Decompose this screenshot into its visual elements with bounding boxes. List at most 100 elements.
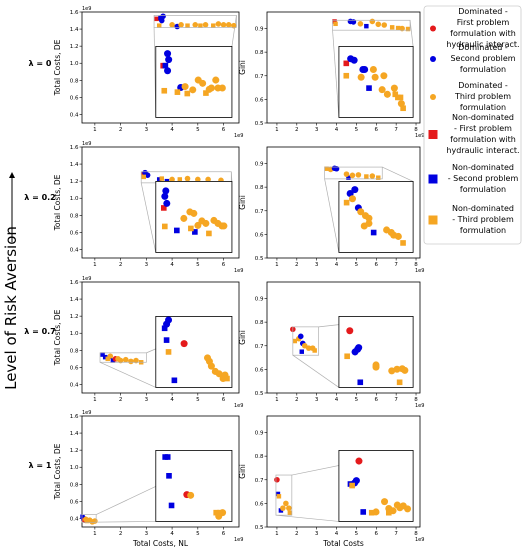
inset-connector [140, 182, 157, 253]
data-point [280, 505, 286, 511]
data-point [100, 352, 105, 357]
y-tick-label: 0.6 [70, 499, 79, 505]
inset-data-point [194, 221, 202, 229]
zoom-region [81, 514, 97, 523]
inset-data-point [217, 509, 223, 516]
inset-data-point [168, 502, 175, 509]
x-tick-label: 7 [394, 531, 398, 537]
x-tick-label: 4 [170, 531, 174, 537]
y-tick-label: 0.8 [70, 348, 79, 354]
legend-marker [428, 130, 438, 139]
inset-points [343, 186, 406, 246]
x-tick-label: 5 [196, 397, 200, 403]
legend-label: formulation [460, 103, 506, 112]
inset-data-point [207, 84, 215, 92]
data-point [278, 508, 284, 513]
x-tick-label: 7 [394, 262, 398, 268]
inset-data-point [397, 94, 404, 101]
x-tick-label: 2 [295, 531, 299, 537]
y-tick-label: 0.5 [255, 525, 264, 531]
x-tick-label: 6 [222, 397, 226, 403]
data-point [275, 491, 281, 497]
x-tick-label: 6 [222, 531, 226, 537]
axes-frame [266, 146, 421, 259]
x-tick-label: 3 [315, 127, 319, 133]
inset-data-point [166, 473, 172, 479]
inset-data-point [165, 56, 173, 64]
inset-data-point [161, 192, 169, 200]
y-axis-label: Gini [238, 464, 247, 479]
data-point [333, 21, 338, 27]
inset-connector [275, 514, 339, 522]
y-tick-label: 0.8 [255, 320, 264, 326]
y-tick-label: 0.9 [255, 431, 264, 437]
inset-points [162, 454, 227, 520]
y-axis-label: Total Costs, DE [53, 39, 62, 96]
data-point [343, 171, 350, 177]
zoom-region [292, 326, 320, 356]
zoom-region [324, 166, 383, 180]
y-exponent-label: 1e9 [82, 6, 91, 12]
inset-data-point [369, 66, 377, 74]
y-tick-label: 0.8 [70, 482, 79, 488]
scatter-points [141, 169, 224, 184]
y-tick-label: 0.6 [255, 367, 264, 373]
data-point [177, 177, 183, 182]
inset-data-point [355, 457, 363, 465]
x-tick-label: 3 [145, 262, 149, 268]
inset-connector [231, 15, 237, 47]
axes-frame [81, 281, 240, 394]
inset-data-point [184, 90, 191, 97]
inset-data-point [163, 337, 170, 343]
inset-data-point [378, 86, 386, 94]
legend-label: formulation with [450, 29, 516, 38]
x-tick-label: 6 [375, 127, 379, 133]
inset-data-point [392, 91, 399, 98]
y-tick-label: 0.4 [70, 516, 79, 522]
data-point [364, 174, 369, 179]
data-point [205, 176, 211, 183]
scatter-points [154, 13, 237, 30]
y-tick-label: 1.6 [70, 280, 79, 286]
y-tick-label: 0.5 [255, 256, 264, 262]
zoom-region [332, 19, 411, 31]
legend-label: formulation with [450, 135, 516, 144]
data-point [369, 18, 376, 25]
y-tick-label: 0.7 [255, 478, 264, 484]
inset-data-point [189, 86, 197, 94]
panel-r3-c1: 1 2 3 4 5 6 7 8 0.5 0.6 0.7 0.8 0.9 1e9 Gini Total Cost… [238, 415, 424, 548]
x-exponent-label: 1e9 [234, 403, 243, 409]
legend-label: hydraulic interact. [446, 146, 519, 155]
axes-frame [81, 11, 240, 124]
legend-label: Non-dominated [452, 204, 514, 213]
x-tick-label: 2 [295, 127, 299, 133]
y-tick-label: 1.4 [70, 297, 79, 303]
x-tick-label: 1 [93, 531, 97, 537]
inset-data-point [404, 505, 412, 513]
inset-data-point [368, 509, 375, 516]
y-tick-label: 1.4 [70, 162, 79, 168]
inset-axes [155, 450, 233, 522]
legend-marker [430, 94, 436, 100]
data-point [355, 172, 362, 178]
inset-data-point [164, 67, 172, 75]
y-tick-label: 0.6 [70, 230, 79, 236]
y-tick-label: 0.8 [255, 50, 264, 56]
data-point [156, 177, 162, 182]
y-exponent-label: 1e9 [82, 141, 91, 147]
x-tick-label: 1 [275, 397, 279, 403]
x-tick-label: 6 [375, 531, 379, 537]
data-point [405, 26, 411, 32]
x-tick-label: 1 [275, 531, 279, 537]
y-axis-label: Gini [238, 330, 247, 345]
data-point [144, 172, 151, 178]
inset-data-point [371, 73, 379, 81]
y-axis-label: Gini [238, 60, 247, 75]
data-point [185, 23, 190, 28]
legend-label: Dominated - [458, 7, 508, 16]
data-point [154, 16, 159, 22]
inset-points [161, 316, 230, 384]
inset-data-point [180, 214, 188, 222]
data-point [141, 174, 147, 180]
